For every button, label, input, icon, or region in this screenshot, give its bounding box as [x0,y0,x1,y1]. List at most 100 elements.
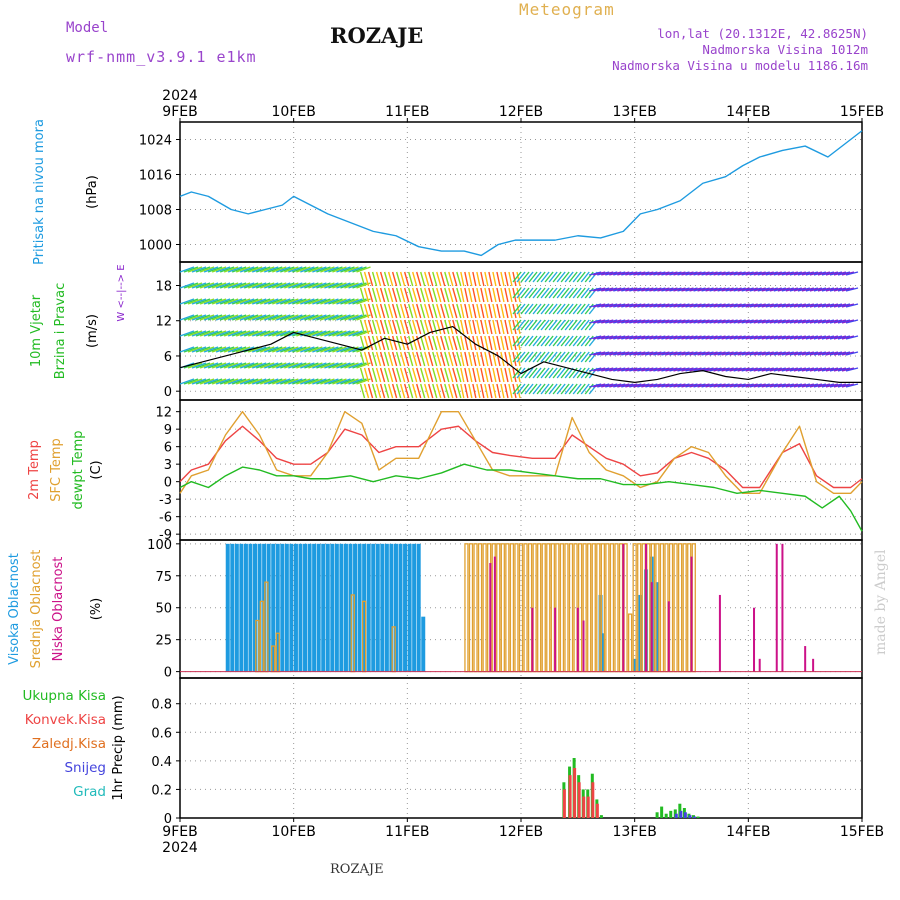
wind-arrow [601,367,614,372]
wind-arrow [833,303,847,308]
wind-arrow [500,383,505,399]
time-label-bottom: 9FEB [162,824,197,840]
wind-arrow [829,335,843,340]
wind-arrow [717,367,730,372]
wind-arrow [219,266,235,273]
wind-arrow [403,351,410,367]
wind-arrow [512,303,522,315]
wind-arrow [391,383,398,399]
cloud-bar [366,543,371,672]
wind-arrow [371,319,378,335]
temperature-ylabel-2: dewpt Temp [71,430,86,509]
cloud-bar [609,543,615,673]
wind-arrow [685,351,698,356]
clouds-ylabel-1: Srednja Oblacnost [29,550,44,669]
wind-arrow [516,319,521,335]
wind-arrow [641,335,654,340]
wind-arrow [685,367,698,372]
wind-arrow [741,335,754,340]
wind-arrow [837,319,851,324]
wind-arrow [444,287,450,303]
wind-arrow [223,298,239,305]
precip-bar [599,815,603,818]
cloud-bar [350,594,355,673]
wind-arrow [308,266,323,273]
wind-arrow [227,298,243,305]
wind-arrow [709,303,722,308]
precip-bar [655,812,659,818]
wind-arrow [589,319,602,324]
wind-arrow [809,351,823,356]
wind-arrow [584,351,594,363]
wind-arrow [363,383,370,399]
wind-arrow [560,351,570,363]
wind-arrow [729,383,742,388]
wind-arrow [472,303,477,319]
wind-arrow [721,319,734,324]
wind-arrow [673,303,686,308]
wind-arrow [665,383,678,388]
temperature-ylabel-1: SFC Temp [49,438,64,502]
wind-arrow [805,319,819,324]
wind-arrow [621,303,634,308]
wind-arrow [540,351,550,363]
wind-arrow [203,362,219,369]
wind-arrow [817,303,831,308]
wind-arrow [637,303,650,308]
wind-arrow [280,266,295,273]
wind-arrow [516,335,526,347]
wind-arrow [336,330,351,337]
wind-arrow [540,319,550,331]
wind-arrow [793,271,807,276]
wind-arrow [825,351,839,356]
wind-arrow [821,335,835,340]
wind-arrow [324,346,339,353]
wind-arrow [661,335,674,340]
cloud-bar [659,543,665,673]
wind-ylabel-2: Brzina i Pravac [53,283,68,380]
wind-arrow [268,362,283,369]
wind-arrow [512,319,517,335]
wind-arrow [399,383,406,399]
temperature-ytick-label: 9 [164,423,172,438]
wind-arrow [637,351,650,356]
wind-arrow [512,287,522,299]
wind-arrow [231,330,247,337]
wind-arrow [344,298,359,305]
wind-arrow [375,351,382,367]
time-label-top: 15FEB [840,104,884,120]
wind-arrow [725,351,738,356]
wind-arrow [391,319,398,335]
wind-arrow [689,319,702,324]
wind-arrow [259,330,275,337]
cloud-bar [262,543,267,672]
wind-arrow [375,303,382,319]
precip-bar [683,812,687,818]
station-title: ROZAJE [330,23,424,48]
wind-ytick-label: 18 [155,279,172,294]
wind-arrow [512,367,517,383]
wind-arrow [496,367,501,383]
wind-arrow [677,367,690,372]
wind-arrow [685,287,698,292]
wind-arrow [677,271,690,276]
wind-arrow [456,351,462,367]
wind-arrow [304,330,319,337]
wind-arrow [403,335,410,351]
wind-arrow [837,351,851,356]
wind-arrow [560,335,570,347]
wind-arrow [387,303,394,319]
wind-arrow [371,303,378,319]
wind-arrow [713,287,726,292]
wind-arrow [833,319,847,324]
wind-arrow [597,287,610,292]
time-label-top: 12FEB [499,104,543,120]
wind-arrow [621,383,634,388]
wind-arrow [601,351,614,356]
cloud-bar [403,543,408,672]
wind-arrow [247,346,263,353]
wind-arrow [661,351,674,356]
wind-arrow [548,367,558,379]
wind-arrow [681,383,694,388]
wind-arrow [512,271,517,287]
